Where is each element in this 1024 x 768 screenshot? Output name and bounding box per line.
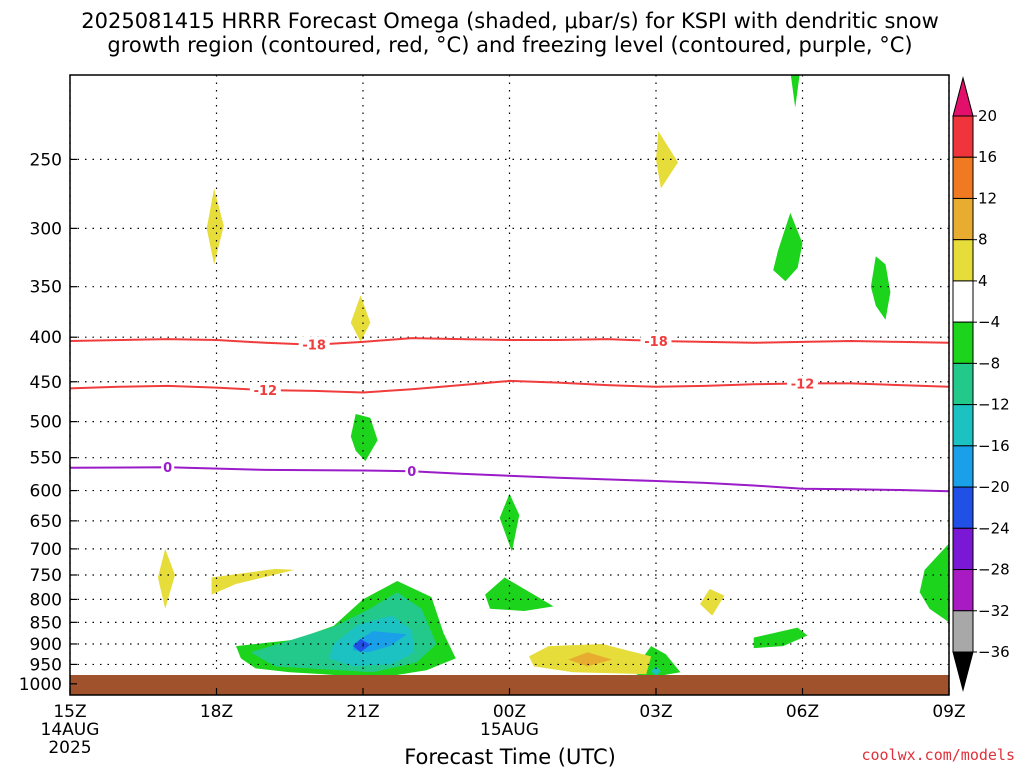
contour-label-0-1: -18: [644, 335, 668, 350]
y-tick-label-6: 550: [30, 449, 62, 469]
y-tick-label-10: 750: [30, 566, 62, 586]
omega-region-4: [773, 212, 803, 282]
colorbar-label-11: −28: [978, 561, 1010, 579]
colorbar-swatch-6: [952, 362, 974, 406]
colorbar-label-10: −24: [978, 519, 1010, 537]
contour-label-2-0: 0: [163, 461, 172, 476]
contour-line-0: [70, 337, 949, 346]
colorbar-swatch-10: [952, 527, 974, 571]
contour-label-1-0: -12: [254, 384, 278, 399]
y-tick-label-0: 250: [30, 150, 62, 170]
x-tick-label-6: 09Z: [932, 702, 965, 722]
colorbar-bottom-arrow: [952, 651, 974, 692]
omega-region-14: [636, 646, 681, 679]
colorbar-swatch-3: [952, 239, 974, 282]
omega-shading-layer: [157, 75, 949, 679]
colorbar-swatch-12: [952, 610, 974, 653]
y-tick-label-11: 800: [30, 590, 62, 610]
x-tick-label-5: 06Z: [786, 702, 819, 722]
y-tick-label-3: 400: [30, 328, 62, 348]
omega-region-1: [350, 295, 371, 342]
x-axis-label: Forecast Time (UTC): [404, 745, 616, 768]
omega-region-11: [485, 577, 554, 611]
omega-region-10: [499, 493, 520, 552]
omega-region-22: [353, 638, 371, 653]
contour-label-0-0: -18: [302, 339, 326, 354]
colorbar-label-9: −20: [978, 478, 1010, 496]
colorbar-label-6: −8: [978, 354, 1000, 372]
y-tick-label-12: 850: [30, 613, 62, 633]
x-tick-label-4: 03Z: [639, 702, 672, 722]
colorbar-swatch-11: [952, 569, 974, 612]
ground-surface: [70, 675, 949, 695]
colorbar-top-arrow: [952, 76, 974, 117]
colorbar-label-13: −36: [978, 643, 1010, 661]
colorbar-swatch-4: [952, 280, 974, 323]
credit-text: coolwx.com/models: [861, 746, 1015, 764]
colorbar: 20 16 12 8 4 −4 −8 −12 −16 −20 −24 −28 −32 −36: [952, 76, 1010, 692]
contour-label-bg-0-1: [640, 332, 672, 349]
omega-region-7: [157, 548, 175, 609]
colorbar-swatch-0: [952, 115, 974, 158]
contour-label-bg-1-1: [787, 375, 818, 392]
x-tick-date-0: 14AUG: [41, 720, 100, 740]
y-tick-label-2: 350: [30, 278, 62, 298]
y-tick-label-9: 700: [30, 540, 62, 560]
contour-label-bg-2-0: [161, 459, 175, 476]
colorbar-swatch-1: [952, 156, 974, 199]
chart-title-line-2: growth region (contoured, red, °C) and f…: [107, 33, 912, 57]
colorbar-label-7: −12: [978, 396, 1010, 414]
y-tick-label-7: 600: [30, 482, 62, 502]
contour-label-bg-1-0: [249, 382, 281, 399]
contour-label-bg-2-1: [405, 463, 419, 480]
omega-region-6: [350, 414, 378, 462]
colorbar-swatch-5: [952, 321, 974, 364]
y-tick-label-8: 650: [30, 512, 62, 532]
x-tick-date-3: 15AUG: [480, 720, 539, 740]
colorbar-label-12: −32: [978, 602, 1010, 620]
omega-region-5: [870, 256, 891, 320]
y-axis-ticks: 2503003504004505005506006507007508008509…: [19, 150, 77, 695]
colorbar-swatch-2: [952, 197, 974, 241]
x-tick-year-0: 2025: [48, 738, 91, 758]
colorbar-label-1: 16: [978, 148, 997, 166]
colorbar-swatch-8: [952, 445, 974, 488]
colorbar-label-5: −4: [978, 313, 1000, 331]
omega-region-17: [568, 652, 613, 667]
contour-label-bg-0-0: [298, 336, 330, 353]
x-tick-label-2: 21Z: [346, 702, 379, 722]
omega-region-3: [790, 75, 800, 108]
colorbar-label-8: −16: [978, 437, 1010, 455]
y-tick-label-13: 900: [30, 635, 62, 655]
colorbar-label-4: 4: [978, 272, 988, 290]
colorbar-label-2: 12: [978, 189, 997, 207]
x-tick-label-0: 15Z: [53, 702, 86, 722]
x-tick-label-1: 18Z: [200, 702, 233, 722]
omega-region-9: [700, 588, 725, 616]
y-tick-label-4: 450: [30, 373, 62, 393]
y-tick-label-15: 1000: [19, 675, 62, 695]
omega-region-8: [211, 568, 295, 595]
x-tick-label-3: 00Z: [493, 702, 526, 722]
temperature-contours: -18 -18 -12 -12 0 0: [70, 332, 949, 493]
omega-region-13: [919, 543, 949, 623]
colorbar-swatch-9: [952, 486, 974, 529]
chart-title-line-1: 2025081415 HRRR Forecast Omega (shaded, …: [81, 9, 939, 33]
omega-region-0: [206, 188, 224, 265]
contour-label-2-1: 0: [407, 465, 416, 480]
contour-label-1-1: -12: [791, 377, 815, 392]
y-tick-label-5: 500: [30, 413, 62, 433]
omega-region-2: [656, 131, 678, 189]
omega-region-12: [753, 627, 808, 649]
y-tick-label-1: 300: [30, 219, 62, 239]
y-tick-label-14: 950: [30, 655, 62, 675]
omega-region-15: [651, 666, 661, 676]
contour-line-2: [70, 466, 949, 493]
colorbar-label-0: 20: [978, 107, 997, 125]
colorbar-label-3: 8: [978, 231, 988, 249]
colorbar-swatch-7: [952, 404, 974, 447]
